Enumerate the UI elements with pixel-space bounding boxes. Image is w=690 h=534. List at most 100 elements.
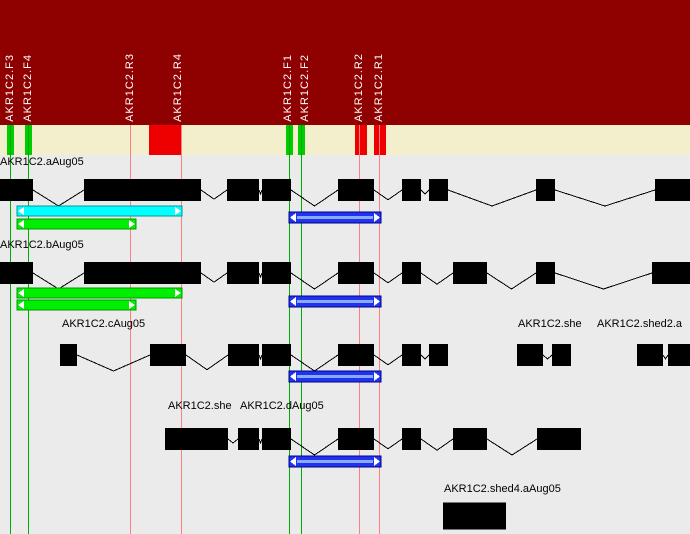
- blue-bar-body: [288, 211, 382, 224]
- green-primer-product-bar[interactable]: [16, 218, 137, 230]
- intron-line: [554, 189, 656, 207]
- blue-primer-product-bar[interactable]: [288, 370, 382, 383]
- exon-block[interactable]: [84, 262, 201, 284]
- primer-label-r1: AKR1C2.R1: [373, 53, 385, 122]
- green-bar-body: [16, 218, 137, 230]
- exon-block[interactable]: [402, 344, 421, 366]
- exon-block[interactable]: [84, 179, 201, 201]
- primer-label-f1: AKR1C2.F1: [282, 54, 294, 122]
- reverse-primer-site-mark: [374, 125, 386, 155]
- exon-block[interactable]: [227, 179, 259, 201]
- left-arrowhead-icon: [18, 220, 24, 228]
- gene-model[interactable]: [443, 502, 506, 530]
- exon-block[interactable]: [402, 179, 421, 201]
- exon-block[interactable]: [655, 179, 690, 201]
- green-primer-product-bar[interactable]: [16, 299, 137, 311]
- gene-model[interactable]: [637, 344, 690, 366]
- exon-block[interactable]: [338, 262, 374, 284]
- intron-line: [258, 438, 263, 445]
- exon-block[interactable]: [552, 344, 571, 366]
- reverse-primer-guide-line: [130, 125, 131, 534]
- left-arrowhead-icon: [290, 372, 296, 381]
- intron-line: [258, 354, 263, 361]
- left-arrowhead-icon: [18, 289, 24, 297]
- blue-bar-body: [288, 455, 382, 468]
- exon-block[interactable]: [453, 428, 487, 450]
- intron-line: [290, 438, 339, 456]
- exon-block[interactable]: [668, 344, 690, 366]
- exon-block[interactable]: [228, 344, 259, 366]
- intron-line: [185, 354, 229, 371]
- left-arrowhead-icon: [18, 207, 24, 215]
- gene-model[interactable]: [0, 179, 690, 207]
- blue-primer-product-bar[interactable]: [288, 455, 382, 468]
- exon-block[interactable]: [517, 344, 543, 366]
- transcript-label: AKR1C2.dAug05: [240, 400, 324, 412]
- reverse-primer-guide-line: [359, 125, 360, 534]
- intron-line: [486, 272, 537, 290]
- exon-block[interactable]: [652, 262, 690, 284]
- primer-position-strip: [0, 125, 690, 155]
- transcript-label: AKR1C2.cAug05: [62, 318, 146, 330]
- exon-block[interactable]: [262, 262, 291, 284]
- transcript-label: AKR1C2.she: [168, 400, 232, 412]
- exon-block[interactable]: [402, 428, 421, 450]
- exon-block[interactable]: [60, 344, 77, 366]
- exon-block[interactable]: [453, 262, 487, 284]
- forward-primer-guide-line: [301, 125, 302, 534]
- transcript-label: AKR1C2.shed4.aAug05: [444, 483, 561, 495]
- exon-block[interactable]: [443, 502, 506, 530]
- exon-block[interactable]: [338, 344, 374, 366]
- gene-model[interactable]: [517, 344, 571, 366]
- forward-primer-guide-line: [10, 125, 11, 534]
- exon-block[interactable]: [429, 344, 448, 366]
- exon-block[interactable]: [338, 179, 374, 201]
- exon-block[interactable]: [637, 344, 663, 366]
- primer-name-band: AKR1C2.F3 AKR1C2.F4 AKR1C2.R3 AKR1C2.R4 AKR1…: [0, 0, 690, 125]
- exon-block[interactable]: [429, 179, 448, 201]
- blue-primer-product-bar[interactable]: [288, 295, 382, 308]
- transcript-label: AKR1C2.she: [518, 318, 582, 330]
- exon-block[interactable]: [238, 428, 259, 450]
- green-primer-product-bar[interactable]: [16, 287, 183, 299]
- intron-line: [32, 272, 85, 290]
- forward-primer-guide-line: [289, 125, 290, 534]
- intron-line: [420, 354, 430, 360]
- exon-block[interactable]: [338, 428, 374, 450]
- exon-block[interactable]: [536, 179, 555, 201]
- intron-line: [290, 189, 339, 207]
- green-bar-body: [16, 299, 137, 311]
- intron-line: [258, 189, 263, 196]
- intron-line: [200, 189, 228, 200]
- transcript-label: AKR1C2.bAug05: [0, 239, 84, 251]
- intron-line: [420, 189, 430, 195]
- intron-line: [290, 272, 339, 290]
- intron-line: [447, 189, 537, 207]
- gene-model[interactable]: [60, 344, 448, 372]
- reverse-primer-site-mark: [355, 125, 367, 155]
- gene-model[interactable]: [165, 428, 581, 456]
- intron-line: [76, 354, 151, 372]
- intron-line: [486, 438, 538, 456]
- intron-line: [542, 354, 553, 360]
- exon-block[interactable]: [227, 262, 259, 284]
- gene-model[interactable]: [0, 262, 690, 290]
- intron-line: [554, 272, 653, 290]
- exon-block[interactable]: [402, 262, 421, 284]
- exon-block[interactable]: [262, 179, 291, 201]
- intron-line: [420, 272, 454, 285]
- exon-block[interactable]: [262, 428, 291, 450]
- cyan-primer-product-bar[interactable]: [16, 205, 183, 217]
- exon-block[interactable]: [537, 428, 581, 450]
- reverse-primer-site-mark: [149, 125, 182, 155]
- intron-line: [32, 189, 85, 207]
- exon-block[interactable]: [262, 344, 291, 366]
- forward-primer-guide-line: [28, 125, 29, 534]
- left-arrowhead-icon: [290, 297, 296, 306]
- blue-primer-product-bar[interactable]: [288, 211, 382, 224]
- exon-block[interactable]: [165, 428, 228, 450]
- reverse-primer-guide-line: [181, 125, 182, 534]
- exon-block[interactable]: [536, 262, 555, 284]
- transcript-label: AKR1C2.shed2.a: [597, 318, 682, 330]
